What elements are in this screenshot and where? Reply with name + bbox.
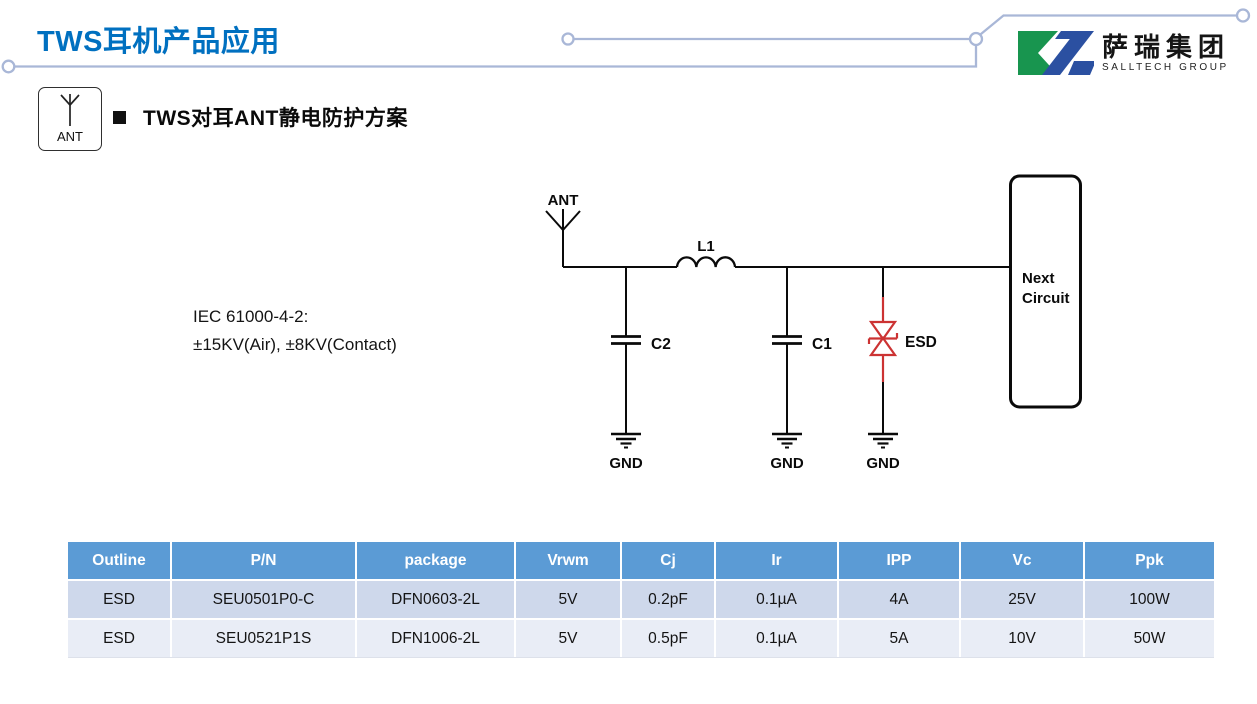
table-cell: 100W — [1085, 581, 1214, 618]
inductor-l1-symbol — [675, 256, 737, 268]
table-cell: DFN1006-2L — [357, 620, 516, 657]
table-header-cell: Vrwm — [516, 542, 622, 579]
antenna-symbol — [545, 209, 581, 267]
antenna-icon — [60, 94, 80, 126]
logo-name-cn: 萨瑞集团 — [1102, 31, 1231, 62]
ant-badge-label: ANT — [57, 129, 83, 144]
table-cell: 5V — [516, 620, 622, 657]
company-logo: 萨瑞集团 SALLTECH GROUP — [1016, 26, 1230, 79]
table-header-cell: Ir — [716, 542, 839, 579]
table-cell: 5V — [516, 581, 622, 618]
next-circuit-box — [1009, 174, 1082, 409]
table-cell: 5A — [839, 620, 961, 657]
section-heading-text: TWS对耳ANT静电防护方案 — [143, 107, 408, 130]
square-bullet-icon — [113, 110, 126, 124]
gnd-label-2: GND — [770, 455, 804, 472]
table-header-cell: Outline — [68, 542, 172, 579]
gnd-symbol-esd — [868, 432, 898, 449]
esd-label: ESD — [905, 334, 937, 351]
logo-green-shape — [1018, 31, 1058, 75]
gnd-symbol-c2 — [611, 432, 641, 449]
table-cell: ESD — [68, 620, 172, 657]
table-header-cell: P/N — [172, 542, 357, 579]
table-cell: 4A — [839, 581, 961, 618]
cap-c2-label: C2 — [651, 336, 671, 353]
gnd-label-1: GND — [609, 455, 643, 472]
logo-name-en: SALLTECH GROUP — [1102, 61, 1229, 73]
trace-node-top-right — [1235, 8, 1251, 23]
trace-node-left — [1, 59, 16, 74]
logo-blue-diagonal — [1042, 31, 1094, 75]
table-header-cell: Ppk — [1085, 542, 1214, 579]
table-cell: 0.5pF — [622, 620, 716, 657]
capacitor-c2-symbol — [611, 267, 641, 433]
trace-node-mid-right — [968, 31, 984, 47]
table-cell: SEU0501P0-C — [172, 581, 357, 618]
antenna-label: ANT — [548, 192, 579, 209]
table-header-cell: Vc — [961, 542, 1085, 579]
capacitor-c1-symbol — [772, 267, 802, 433]
table-header-cell: Cj — [622, 542, 716, 579]
iec-note-line2: ±15KV(Air), ±8KV(Contact) — [193, 335, 397, 354]
inductor-label: L1 — [697, 238, 715, 255]
table-cell: DFN0603-2L — [357, 581, 516, 618]
logo-blue-bottombar — [1068, 61, 1094, 75]
page-title: TWS耳机产品应用 — [37, 26, 280, 58]
table-cell: 0.2pF — [622, 581, 716, 618]
component-spec-table: Outline P/N package Vrwm Cj Ir IPP Vc Pp… — [68, 542, 1214, 658]
table-cell: 25V — [961, 581, 1085, 618]
table-header-cell: IPP — [839, 542, 961, 579]
next-circuit-label-line1: Next — [1022, 270, 1055, 287]
gnd-symbol-c1 — [772, 432, 802, 449]
next-circuit-label-line2: Circuit — [1022, 290, 1070, 307]
iec-note-line1: IEC 61000-4-2: — [193, 307, 309, 326]
circuit-diagram: ANT L1 C2 C1 ESD GND GND GND Next Circui… — [545, 174, 1082, 472]
table-cell: 0.1µA — [716, 620, 839, 657]
table-header-cell: package — [357, 542, 516, 579]
logo-text-block: 萨瑞集团 SALLTECH GROUP — [1102, 33, 1230, 73]
table-cell: ESD — [68, 581, 172, 618]
ant-badge: ANT — [38, 87, 102, 151]
table-cell: 0.1µA — [716, 581, 839, 618]
table-cell: 10V — [961, 620, 1085, 657]
iec-standard-note: IEC 61000-4-2: ±15KV(Air), ±8KV(Contact) — [193, 303, 397, 359]
table-cell: 50W — [1085, 620, 1214, 657]
salltech-logo-icon — [1018, 31, 1094, 75]
esd-diode-symbol — [867, 297, 899, 382]
gnd-label-3: GND — [866, 455, 900, 472]
cap-c1-label: C1 — [812, 336, 832, 353]
table-cell: SEU0521P1S — [172, 620, 357, 657]
section-heading: TWS对耳ANT静电防护方案 — [113, 102, 408, 132]
trace-node-mid-left — [561, 32, 575, 46]
